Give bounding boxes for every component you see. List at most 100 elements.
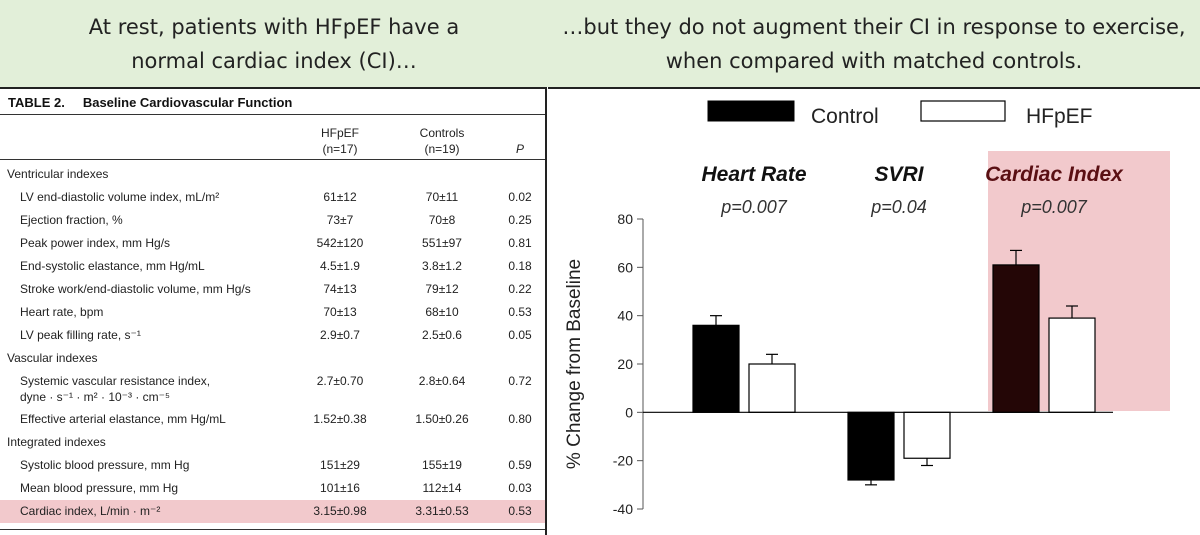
banner-right-line1: …but they do not augment their CI in res… — [562, 15, 1186, 39]
row-label: Ejection fraction, % — [20, 213, 123, 227]
summary-banner: At rest, patients with HFpEF have a norm… — [0, 0, 1200, 87]
y-tick-label: 0 — [625, 404, 633, 420]
table-row: LV peak filling rate, s⁻¹ 2.9±0.7 2.5±0.6 0… — [0, 324, 545, 347]
table-row: Systolic blood pressure, mm Hg 151±29 155±… — [0, 454, 545, 477]
row-label: Stroke work/end-diastolic volume, mm Hg/… — [20, 282, 251, 296]
table-title: TABLE 2. Baseline Cardiovascular Function — [8, 95, 292, 110]
bar-control — [692, 324, 740, 413]
hfpef-value: 70±13 — [323, 305, 357, 319]
table-row: Cardiac index, L/min · m⁻² 3.15±0.98 3.31±… — [0, 500, 545, 523]
hfpef-value: 73±7 — [326, 213, 354, 227]
controls-value: 551±97 — [422, 236, 462, 250]
col-header-hfpef-n: (n=17) — [322, 142, 358, 156]
col-header-hfpef-label: HFpEF — [320, 126, 359, 140]
row-label: Effective arterial elastance, mm Hg/mL — [20, 412, 226, 426]
table-bottom-rule — [0, 529, 545, 530]
p-value: 0.53 — [508, 305, 532, 319]
p-value: 0.81 — [508, 236, 532, 250]
bar-hfpef — [903, 411, 951, 459]
table-row: Ejection fraction, % 73±7 70±8 0.25 — [0, 209, 545, 232]
table-section-row: Vascular indexes — [0, 347, 545, 370]
row-label: LV peak filling rate, s⁻¹ — [20, 328, 141, 342]
table-top-rule — [0, 114, 545, 115]
hfpef-value: 542±120 — [316, 236, 364, 250]
table-row: Peak power index, mm Hg/s 542±120 551±97 0.… — [0, 232, 545, 255]
controls-value: 3.31±0.53 — [415, 504, 469, 518]
group-pvalue: p=0.04 — [870, 197, 927, 217]
table-title-text: Baseline Cardiovascular Function — [82, 95, 293, 110]
row-label: Systolic blood pressure, mm Hg — [20, 458, 190, 472]
row-label: Heart rate, bpm — [20, 305, 104, 319]
p-value: 0.25 — [508, 213, 532, 227]
group-pvalue: p=0.007 — [1020, 197, 1088, 217]
legend-swatch-hfpef — [920, 100, 1006, 122]
banner-left-line2: normal cardiac index (CI)… — [131, 49, 417, 73]
y-axis-label: % Change from Baseline — [564, 259, 585, 469]
y-tick-label: 40 — [617, 308, 633, 324]
baseline-table: TABLE 2. Baseline Cardiovascular Function… — [0, 87, 547, 535]
section-label: Ventricular indexes — [7, 167, 109, 181]
bar-hfpef — [1048, 317, 1096, 413]
table-number: TABLE 2. — [8, 95, 65, 110]
hfpef-value: 2.7±0.70 — [316, 374, 364, 388]
col-header-controls-label: Controls — [419, 126, 465, 140]
banner-left-line1: At rest, patients with HFpEF have a — [88, 15, 460, 39]
p-value: 0.80 — [508, 412, 532, 426]
exercise-response-chart-panel: 80 60 40 20 0 -20 -40 % Change from Baseline Hea… — [548, 87, 1200, 535]
table-row: Heart rate, bpm 70±13 68±10 0.53 — [0, 301, 545, 324]
y-tick-label: 60 — [617, 259, 633, 275]
hfpef-value: 101±16 — [320, 481, 360, 495]
hfpef-value: 74±13 — [323, 282, 357, 296]
p-value: 0.03 — [508, 481, 532, 495]
controls-value: 2.8±0.64 — [418, 374, 466, 388]
controls-value: 155±19 — [422, 458, 462, 472]
row-label: Peak power index, mm Hg/s — [20, 236, 171, 250]
controls-value: 68±10 — [425, 305, 459, 319]
table-row: Effective arterial elastance, mm Hg/mL 1.… — [0, 408, 545, 431]
group-title: Cardiac Index — [985, 163, 1124, 186]
exercise-response-chart: 80 60 40 20 0 -20 -40 % Change from Baseline Hea… — [564, 100, 1170, 517]
y-tick-label: -20 — [613, 453, 633, 469]
hfpef-value: 1.52±0.38 — [313, 412, 367, 426]
controls-value: 1.50±0.26 — [415, 412, 469, 426]
hfpef-value: 2.9±0.7 — [320, 328, 360, 342]
col-header-controls: Controls (n=19) — [392, 125, 492, 157]
col-header-controls-n: (n=19) — [424, 142, 460, 156]
y-tick-label: 20 — [617, 356, 633, 372]
p-value: 0.59 — [508, 458, 532, 472]
p-value: 0.18 — [508, 259, 532, 273]
banner-left-text: At rest, patients with HFpEF have a norm… — [0, 10, 548, 78]
table-row: LV end-diastolic volume index, mL/m² 61±1… — [0, 186, 545, 209]
group-title: SVRI — [874, 163, 924, 186]
p-value: 0.02 — [508, 190, 532, 204]
controls-value: 70±8 — [428, 213, 456, 227]
col-header-hfpef: HFpEF (n=17) — [290, 125, 390, 157]
table-row: Systemic vascular resistance index, dyne … — [0, 370, 545, 408]
controls-value: 2.5±0.6 — [422, 328, 462, 342]
hfpef-value: 61±12 — [323, 190, 357, 204]
table-section-row: Ventricular indexes — [0, 163, 545, 186]
row-label-units: dyne · s⁻¹ · m² · 10⁻³ · cm⁻⁵ — [20, 390, 170, 404]
section-label: Integrated indexes — [7, 435, 106, 449]
p-value: 0.22 — [508, 282, 532, 296]
bar-control — [847, 411, 895, 481]
group-pvalue: p=0.007 — [720, 197, 788, 217]
controls-value: 70±11 — [425, 190, 459, 204]
banner-right-text: …but they do not augment their CI in res… — [548, 10, 1200, 78]
controls-value: 3.8±1.2 — [422, 259, 462, 273]
hfpef-value: 4.5±1.9 — [320, 259, 360, 273]
controls-value: 112±14 — [422, 481, 462, 495]
row-label: LV end-diastolic volume index, mL/m² — [20, 190, 220, 204]
bar-control — [992, 264, 1040, 413]
table-header-rule — [0, 159, 545, 160]
y-tick-label: 80 — [617, 211, 633, 227]
y-tick-label: -40 — [613, 501, 633, 517]
legend-label-control: Control — [811, 105, 879, 128]
bar-hfpef — [748, 363, 796, 413]
row-label: Systemic vascular resistance index, — [20, 374, 211, 388]
p-value: 0.53 — [508, 504, 532, 518]
row-label: Mean blood pressure, mm Hg — [20, 481, 179, 495]
table-row: End-systolic elastance, mm Hg/mL 4.5±1.9 3… — [0, 255, 545, 278]
section-label: Vascular indexes — [7, 351, 98, 365]
controls-value: 79±12 — [425, 282, 459, 296]
